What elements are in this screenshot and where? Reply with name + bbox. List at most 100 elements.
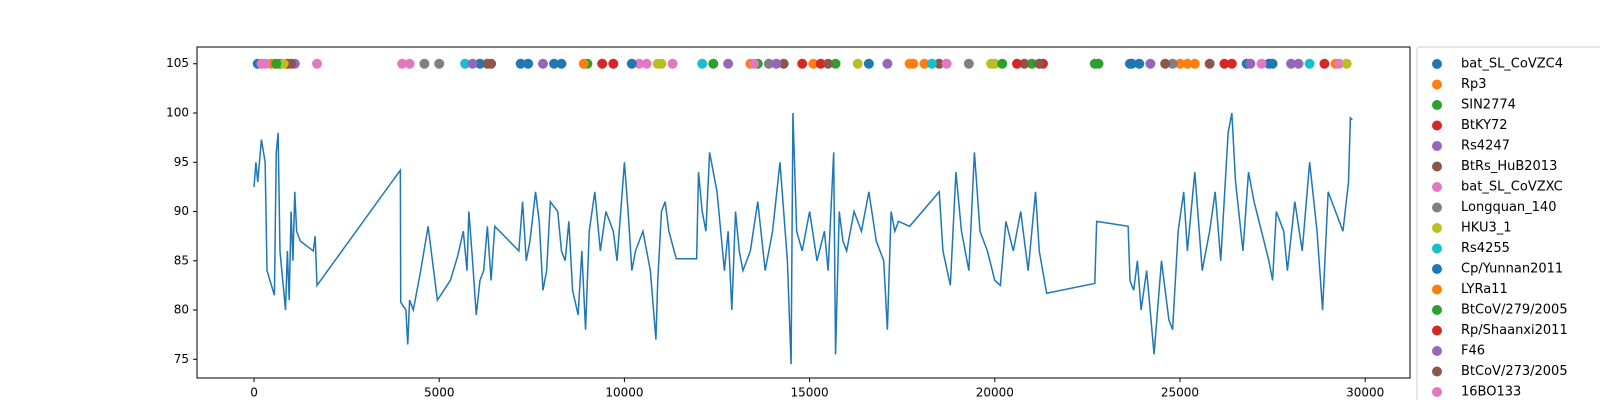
scatter-point <box>537 58 548 69</box>
scatter-point <box>1093 58 1104 69</box>
scatter-point <box>1226 58 1237 69</box>
legend-marker <box>1432 120 1442 131</box>
scatter-point <box>1182 58 1193 69</box>
scatter-point <box>523 58 534 69</box>
legend-label: Rp3 <box>1461 77 1487 92</box>
legend-marker <box>1432 202 1442 213</box>
legend-label: LYRa11 <box>1461 282 1508 297</box>
scatter-point <box>1189 58 1200 69</box>
x-tick-label: 30000 <box>1346 386 1384 400</box>
plot-frame <box>196 46 1411 379</box>
scatter-point <box>808 58 819 69</box>
x-tick-label: 0 <box>250 386 258 400</box>
scatter-point <box>1026 58 1037 69</box>
legend-marker <box>1432 161 1442 172</box>
legend-marker <box>1432 141 1442 151</box>
legend-label: F46 <box>1461 344 1485 359</box>
scatter-point <box>256 58 267 69</box>
scatter-point <box>634 58 645 69</box>
scatter-point <box>460 58 471 69</box>
y-tick-label: 95 <box>174 155 189 169</box>
scatter-point <box>919 58 930 69</box>
scatter-point <box>1267 58 1278 69</box>
scatter-point <box>1204 58 1215 69</box>
legend-label: SIN2774 <box>1461 98 1516 113</box>
legend-label: bat_SL_CoVZC4 <box>1461 57 1563 72</box>
scatter-point <box>1124 58 1135 69</box>
scatter-point <box>419 58 430 69</box>
scatter-point <box>926 58 937 69</box>
legend-label: Longquan_140 <box>1461 200 1556 215</box>
scatter-point <box>1134 58 1145 69</box>
scatter-point <box>549 58 560 69</box>
y-tick-label: 75 <box>174 352 189 366</box>
scatter-point <box>1304 58 1315 69</box>
scatter-point <box>763 58 774 69</box>
scatter-point <box>467 58 478 69</box>
scatter-point <box>1286 58 1297 69</box>
scatter-point <box>1167 58 1178 69</box>
scatter-point <box>1174 58 1185 69</box>
legend-box <box>1416 46 1600 400</box>
legend-label: bat_SL_CoVZXC <box>1461 180 1563 195</box>
legend-label: BtRs_HuB2013 <box>1461 159 1557 174</box>
scatter-point <box>771 58 782 69</box>
scatter-point <box>312 58 323 69</box>
scatter-point <box>641 58 652 69</box>
scatter-point <box>989 58 1000 69</box>
scatter-point <box>597 58 608 69</box>
legend-marker <box>1432 79 1442 90</box>
scatter-point <box>608 58 619 69</box>
scatter-point <box>271 58 282 69</box>
legend-label: BtCoV/279/2005 <box>1461 303 1568 318</box>
y-tick-label: 85 <box>174 253 189 267</box>
scatter-point <box>934 58 945 69</box>
scatter-point <box>1293 58 1304 69</box>
legend-marker <box>1432 223 1442 233</box>
legend-label: Cp/Yunnan2011 <box>1461 262 1563 277</box>
scatter-point <box>434 58 445 69</box>
y-tick-label: 100 <box>166 106 189 120</box>
scatter-point <box>404 58 415 69</box>
x-tick-label: 15000 <box>791 386 829 400</box>
scatter-point <box>778 58 789 69</box>
legend-marker <box>1432 346 1442 356</box>
legend-marker <box>1432 264 1442 274</box>
scatter-point <box>1160 58 1171 69</box>
scatter-point <box>1319 58 1330 69</box>
scatter-point <box>626 58 637 69</box>
scatter-point <box>797 58 808 69</box>
scatter-point <box>1256 58 1267 69</box>
x-tick-label: 20000 <box>976 386 1014 400</box>
legend-label: Rs4255 <box>1461 241 1510 256</box>
scatter-point <box>941 58 952 69</box>
scatter-point <box>556 58 567 69</box>
x-tick-label: 5000 <box>424 386 455 400</box>
legend-label: Rp/Shaanxi2011 <box>1461 323 1568 338</box>
scatter-point <box>852 58 863 69</box>
scatter-point <box>997 58 1008 69</box>
scatter-point <box>1219 58 1230 69</box>
scatter-point <box>863 58 874 69</box>
scatter-point <box>656 58 667 69</box>
legend-label: 16BO133 <box>1461 385 1521 400</box>
legend-marker <box>1432 325 1442 336</box>
scatter-point <box>278 58 289 69</box>
scatter-point <box>882 58 893 69</box>
scatter-point <box>515 58 526 69</box>
legend-marker <box>1432 243 1442 254</box>
scatter-point <box>578 58 589 69</box>
scatter-point <box>823 58 834 69</box>
x-tick-label: 10000 <box>605 386 643 400</box>
scatter-point <box>1245 58 1256 69</box>
scatter-point <box>749 58 760 69</box>
scatter-point <box>286 58 297 69</box>
x-tick-label: 25000 <box>1161 386 1199 400</box>
scatter-point <box>1145 58 1156 69</box>
scatter-point <box>474 58 485 69</box>
y-tick-label: 80 <box>174 303 189 317</box>
scatter-point <box>1034 58 1045 69</box>
legend-marker <box>1432 59 1442 69</box>
